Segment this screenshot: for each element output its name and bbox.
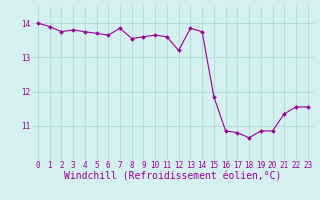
X-axis label: Windchill (Refroidissement éolien,°C): Windchill (Refroidissement éolien,°C) [64,172,282,182]
